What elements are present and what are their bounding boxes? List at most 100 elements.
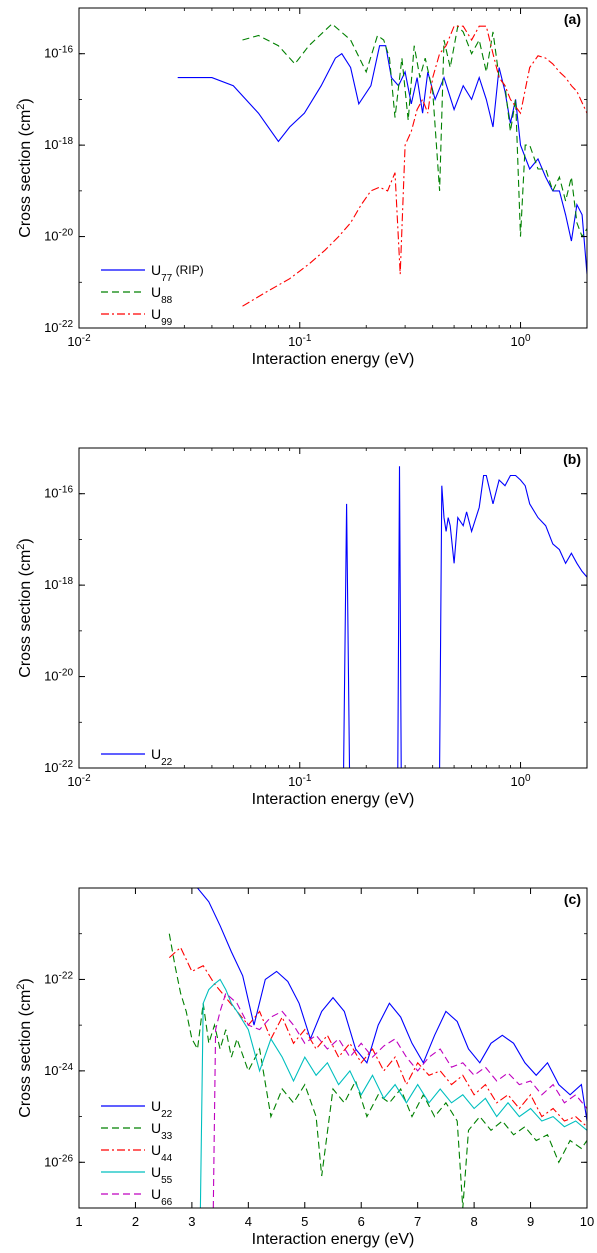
- x-tick-label: 2: [132, 1214, 139, 1229]
- y-tick-label: 10-20: [44, 667, 73, 684]
- x-tick-label: 3: [188, 1214, 195, 1229]
- x-tick-label: 10: [580, 1214, 594, 1229]
- panel-label: (a): [564, 11, 581, 27]
- tick-exponent: -22: [59, 319, 74, 330]
- y-axis-label: Cross section (cm2): [15, 978, 34, 1117]
- y-tick-label: 10-24: [44, 1061, 73, 1078]
- tick-base: 10: [580, 1214, 594, 1229]
- legend-label-sub: 22: [161, 757, 173, 768]
- tick-base: 10: [511, 774, 525, 789]
- axes-frame: [78, 7, 588, 329]
- legend-label-sub: 99: [161, 317, 173, 328]
- tick-base: 10: [44, 760, 58, 775]
- tick-base: 1: [75, 1214, 82, 1229]
- tick-exponent: -26: [59, 1153, 74, 1164]
- legend-label: U33: [151, 1120, 173, 1142]
- tick-base: 10: [288, 334, 302, 349]
- y-label-end: ): [17, 978, 34, 983]
- series-line-u22: [197, 888, 587, 1122]
- legend-label-main: U: [151, 1142, 161, 1158]
- y-label-end: ): [17, 538, 34, 543]
- legend-label-sub: 44: [161, 1153, 173, 1164]
- x-tick-label: 6: [358, 1214, 365, 1229]
- tick-base: 10: [44, 137, 58, 152]
- x-tick-label: 1: [75, 1214, 82, 1229]
- series-line-u99: [242, 25, 587, 307]
- x-axis-label: Interaction energy (eV): [252, 351, 415, 368]
- chart-panel-b: 10-2 10-1 10010-2210-2010-1810-16Interacti…: [15, 447, 588, 808]
- panel-label: (b): [563, 451, 581, 467]
- y-label-sup: 2: [15, 104, 27, 110]
- legend-label: U22: [151, 746, 173, 768]
- tick-exponent: -20: [59, 227, 74, 238]
- tick-exponent: -2: [82, 773, 91, 784]
- tick-exponent: -1: [303, 333, 312, 344]
- tick-base: 10: [44, 1154, 58, 1169]
- legend-label-sub: 77: [161, 273, 173, 284]
- tick-base: 7: [414, 1214, 421, 1229]
- x-tick-label: 4: [245, 1214, 252, 1229]
- legend-label-suffix: (RIP): [172, 263, 203, 277]
- tick-base: 2: [132, 1214, 139, 1229]
- tick-base: 10: [511, 334, 525, 349]
- tick-exponent: -22: [59, 970, 74, 981]
- legend-label-main: U: [151, 306, 161, 322]
- series-line-u77: [177, 45, 587, 275]
- legend-label: U77 (RIP): [151, 262, 204, 284]
- tick-base: 8: [470, 1214, 477, 1229]
- legend-label-sub: 55: [161, 1175, 173, 1186]
- x-tick-label: 8: [470, 1214, 477, 1229]
- legend-label-main: U: [151, 1098, 161, 1114]
- x-tick-label: 9: [527, 1214, 534, 1229]
- y-axis-label: Cross section (cm2): [15, 538, 34, 677]
- y-label-main: Cross section (cm: [17, 110, 34, 238]
- series-line-u33: [168, 933, 587, 1208]
- tick-base: 10: [288, 774, 302, 789]
- y-label-sup: 2: [15, 544, 27, 550]
- series-line-u66: [212, 992, 587, 1208]
- tick-exponent: 0: [525, 333, 531, 344]
- plot-area: [79, 8, 587, 328]
- legend-label-main: U: [151, 1186, 161, 1202]
- legend-label: U55: [151, 1164, 173, 1186]
- legend-label-sub: 33: [161, 1131, 173, 1142]
- legend-label-sub: 22: [161, 1109, 173, 1120]
- tick-base: 5: [301, 1214, 308, 1229]
- legend-label: U88: [151, 284, 173, 306]
- legend-label: U66: [151, 1186, 173, 1208]
- tick-exponent: -2: [82, 333, 91, 344]
- x-tick-label: 10-1: [288, 333, 312, 350]
- tick-base: 4: [245, 1214, 252, 1229]
- series-line-u55: [199, 978, 587, 1208]
- tick-base: 10: [44, 320, 58, 335]
- tick-base: 3: [188, 1214, 195, 1229]
- legend: U22: [101, 746, 173, 768]
- legend-label-main: U: [151, 1164, 161, 1180]
- legend-label-main: U: [151, 746, 161, 762]
- tick-base: 9: [527, 1214, 534, 1229]
- legend-label: U99: [151, 306, 173, 328]
- tick-exponent: -1: [303, 773, 312, 784]
- plot-area: [79, 448, 587, 768]
- series-line-u22: [343, 466, 587, 768]
- y-tick-label: 10-20: [44, 227, 73, 244]
- plot-area: [79, 888, 587, 1208]
- x-axis-label: Interaction energy (eV): [252, 791, 415, 808]
- y-tick-label: 10-26: [44, 1153, 73, 1170]
- y-tick-label: 10-18: [44, 136, 73, 153]
- legend-label-sub: 88: [161, 295, 173, 306]
- chart-panel-a: 10-2 10-1 10010-2210-2010-1810-16Interacti…: [15, 7, 588, 368]
- legend-label: U44: [151, 1142, 173, 1164]
- y-label-main: Cross section (cm: [17, 550, 34, 678]
- y-label-main: Cross section (cm: [17, 990, 34, 1118]
- tick-base: 10: [67, 334, 81, 349]
- tick-base: 6: [358, 1214, 365, 1229]
- tick-base: 10: [44, 229, 58, 244]
- x-tick-label: 100: [511, 773, 531, 790]
- tick-base: 10: [44, 971, 58, 986]
- tick-exponent: 0: [525, 773, 531, 784]
- x-tick-label: 7: [414, 1214, 421, 1229]
